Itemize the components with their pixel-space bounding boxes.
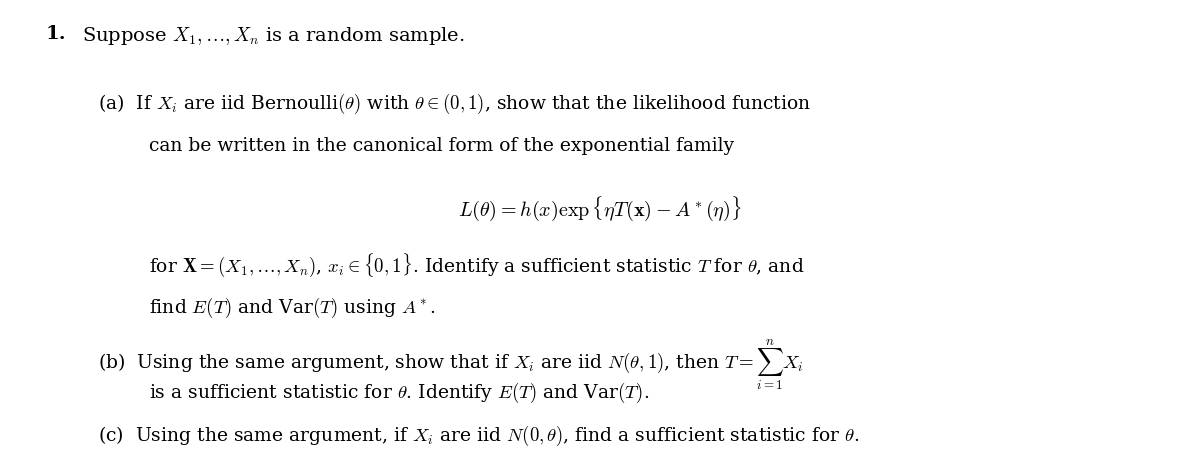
Text: 1.: 1. — [46, 25, 66, 43]
Text: (b)  Using the same argument, show that if $X_i$ are iid $N(\theta,1)$, then $T : (b) Using the same argument, show that i… — [98, 338, 804, 393]
Text: (c)  Using the same argument, if $X_i$ are iid $N(0,\theta)$, find a sufficient : (c) Using the same argument, if $X_i$ ar… — [98, 424, 859, 448]
Text: is a sufficient statistic for $\theta$. Identify $E(T)$ and Var$(T)$.: is a sufficient statistic for $\theta$. … — [149, 381, 649, 405]
Text: find $E(T)$ and Var$(T)$ using $A^*$.: find $E(T)$ and Var$(T)$ using $A^*$. — [149, 295, 436, 320]
Text: can be written in the canonical form of the exponential family: can be written in the canonical form of … — [149, 137, 734, 155]
Text: $L(\theta) = h(x)\exp\{\eta T(\mathbf{x}) - A^*(\eta)\}$: $L(\theta) = h(x)\exp\{\eta T(\mathbf{x}… — [458, 195, 742, 223]
Text: Suppose $X_1,\ldots,X_n$ is a random sample.: Suppose $X_1,\ldots,X_n$ is a random sam… — [82, 25, 464, 47]
Text: for $\mathbf{X} = (X_1,\ldots,X_n)$, $x_i \in \{0,1\}$. Identify a sufficient st: for $\mathbf{X} = (X_1,\ldots,X_n)$, $x_… — [149, 252, 804, 279]
Text: (a)  If $X_i$ are iid Bernoulli$(\theta)$ with $\theta \in (0,1)$, show that the: (a) If $X_i$ are iid Bernoulli$(\theta)$… — [98, 92, 811, 116]
